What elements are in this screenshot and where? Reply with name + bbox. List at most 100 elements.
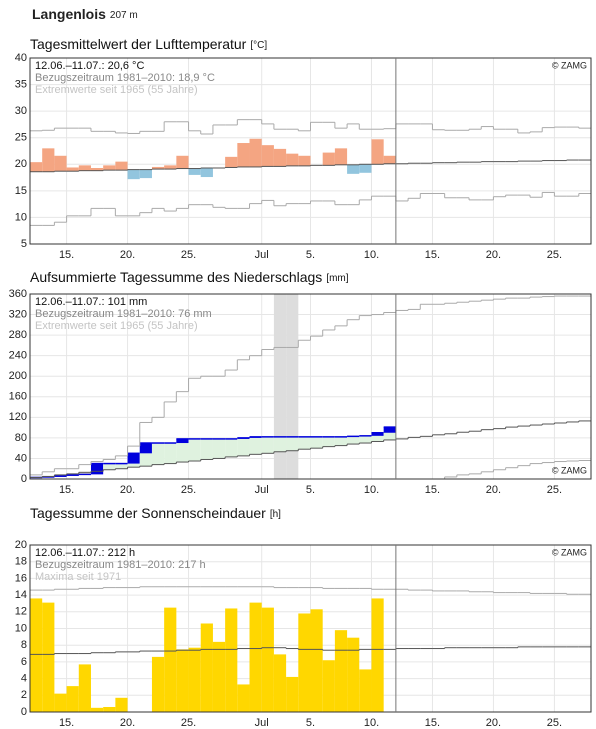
y-tick-label: 18 bbox=[15, 556, 27, 568]
area-fill bbox=[225, 438, 238, 457]
bar bbox=[237, 143, 250, 167]
x-tick-label: 20. bbox=[486, 484, 501, 496]
chart-title: Tagessumme der Sonnenscheindauer [h] bbox=[30, 505, 281, 521]
bar bbox=[298, 155, 311, 166]
area-fill bbox=[237, 437, 250, 456]
area-fill bbox=[188, 438, 201, 462]
area-fill bbox=[151, 443, 165, 465]
area-fill bbox=[322, 436, 335, 447]
x-tick-label: 15. bbox=[425, 484, 440, 496]
x-tick-label: 15. bbox=[425, 249, 440, 261]
y-tick-label: 20 bbox=[15, 539, 27, 551]
plot-frame bbox=[29, 544, 592, 713]
chart-title: Aufsummierte Tagessumme des Niederschlag… bbox=[30, 269, 349, 285]
y-tick-label: 10 bbox=[15, 211, 27, 223]
bar bbox=[78, 664, 91, 712]
y-tick-label: 40 bbox=[15, 52, 27, 64]
bar bbox=[176, 649, 189, 712]
bar bbox=[249, 602, 262, 712]
bar bbox=[371, 598, 384, 712]
chart-title: Tagesmittelwert der Lufttemperatur [°C] bbox=[30, 36, 267, 52]
bar bbox=[334, 630, 348, 712]
daily-increment bbox=[127, 453, 140, 464]
bar bbox=[115, 161, 128, 171]
bar bbox=[66, 686, 79, 712]
x-tick-label: 25. bbox=[547, 249, 562, 261]
annotation: Bezugszeitraum 1981–2010: 18,9 °C bbox=[35, 72, 215, 84]
bar bbox=[334, 148, 348, 165]
credit: © ZAMG bbox=[552, 547, 587, 557]
y-tick-label: 80 bbox=[15, 432, 27, 444]
y-tick-label: 320 bbox=[9, 308, 27, 320]
plot-frame bbox=[29, 57, 592, 245]
y-tick-label: 15 bbox=[15, 185, 27, 197]
credit: © ZAMG bbox=[552, 465, 587, 475]
daily-increment bbox=[371, 432, 384, 436]
bar bbox=[237, 684, 250, 712]
bar bbox=[30, 598, 43, 712]
area-fill bbox=[103, 463, 116, 470]
area-fill bbox=[249, 436, 262, 455]
bar bbox=[322, 152, 335, 166]
bar bbox=[164, 607, 177, 712]
x-tick-label: Jul bbox=[255, 717, 269, 729]
annotation: Bezugszeitraum 1981–2010: 76 mm bbox=[35, 308, 212, 320]
y-tick-label: 160 bbox=[9, 391, 27, 403]
y-tick-label: 8 bbox=[21, 639, 27, 651]
x-tick-label: 25. bbox=[547, 484, 562, 496]
bar bbox=[78, 165, 91, 171]
bar bbox=[115, 697, 128, 712]
bar bbox=[273, 148, 287, 167]
bar bbox=[66, 167, 79, 172]
bar bbox=[151, 656, 165, 712]
annotation: 12.06.–11.07.: 212 h bbox=[35, 547, 135, 559]
x-tick-label: 20. bbox=[486, 717, 501, 729]
bar bbox=[261, 145, 274, 167]
bar bbox=[90, 707, 104, 712]
bar bbox=[383, 155, 396, 164]
bar bbox=[164, 165, 177, 170]
x-tick-label: 25. bbox=[181, 717, 196, 729]
area-fill bbox=[200, 438, 213, 460]
bar bbox=[30, 162, 43, 172]
bar bbox=[90, 168, 104, 171]
bar bbox=[188, 168, 201, 175]
chart-unit: [mm] bbox=[326, 273, 348, 284]
y-tick-label: 120 bbox=[9, 411, 27, 423]
annotation: Extremwerte seit 1965 (55 Jahre) bbox=[35, 320, 198, 332]
x-tick-label: 25. bbox=[181, 249, 196, 261]
area-fill bbox=[164, 443, 177, 464]
annotation: 12.06.–11.07.: 101 mm bbox=[35, 296, 147, 308]
x-tick-label: 15. bbox=[425, 717, 440, 729]
y-tick-label: 40 bbox=[15, 452, 27, 464]
y-tick-label: 25 bbox=[15, 132, 27, 144]
x-tick-label: 5. bbox=[306, 717, 315, 729]
x-tick-label: 25. bbox=[547, 717, 562, 729]
bar bbox=[249, 138, 262, 167]
area-fill bbox=[273, 436, 287, 452]
y-tick-label: 240 bbox=[9, 350, 27, 362]
y-tick-label: 4 bbox=[21, 673, 27, 685]
x-tick-label: 15. bbox=[59, 249, 74, 261]
area-fill bbox=[115, 463, 128, 469]
chart-title-text: Aufsummierte Tagessumme des Niederschlag… bbox=[30, 269, 322, 285]
bar bbox=[127, 169, 140, 180]
bar bbox=[103, 706, 116, 712]
bar bbox=[359, 164, 372, 173]
x-tick-label: 5. bbox=[306, 249, 315, 261]
bar bbox=[286, 676, 299, 712]
x-tick-label: 10. bbox=[364, 249, 379, 261]
y-tick-label: 5 bbox=[21, 238, 27, 250]
daily-increment bbox=[90, 463, 104, 475]
header: Langenlois 207 m bbox=[32, 6, 138, 22]
area-fill bbox=[212, 438, 226, 459]
x-tick-label: 10. bbox=[364, 717, 379, 729]
bar bbox=[225, 608, 238, 712]
area-fill bbox=[371, 432, 384, 442]
x-tick-label: 10. bbox=[364, 484, 379, 496]
annotation: Extremwerte seit 1965 (55 Jahre) bbox=[35, 84, 198, 96]
x-tick-label: 20. bbox=[120, 249, 135, 261]
bar bbox=[347, 164, 360, 174]
bar bbox=[188, 647, 201, 712]
